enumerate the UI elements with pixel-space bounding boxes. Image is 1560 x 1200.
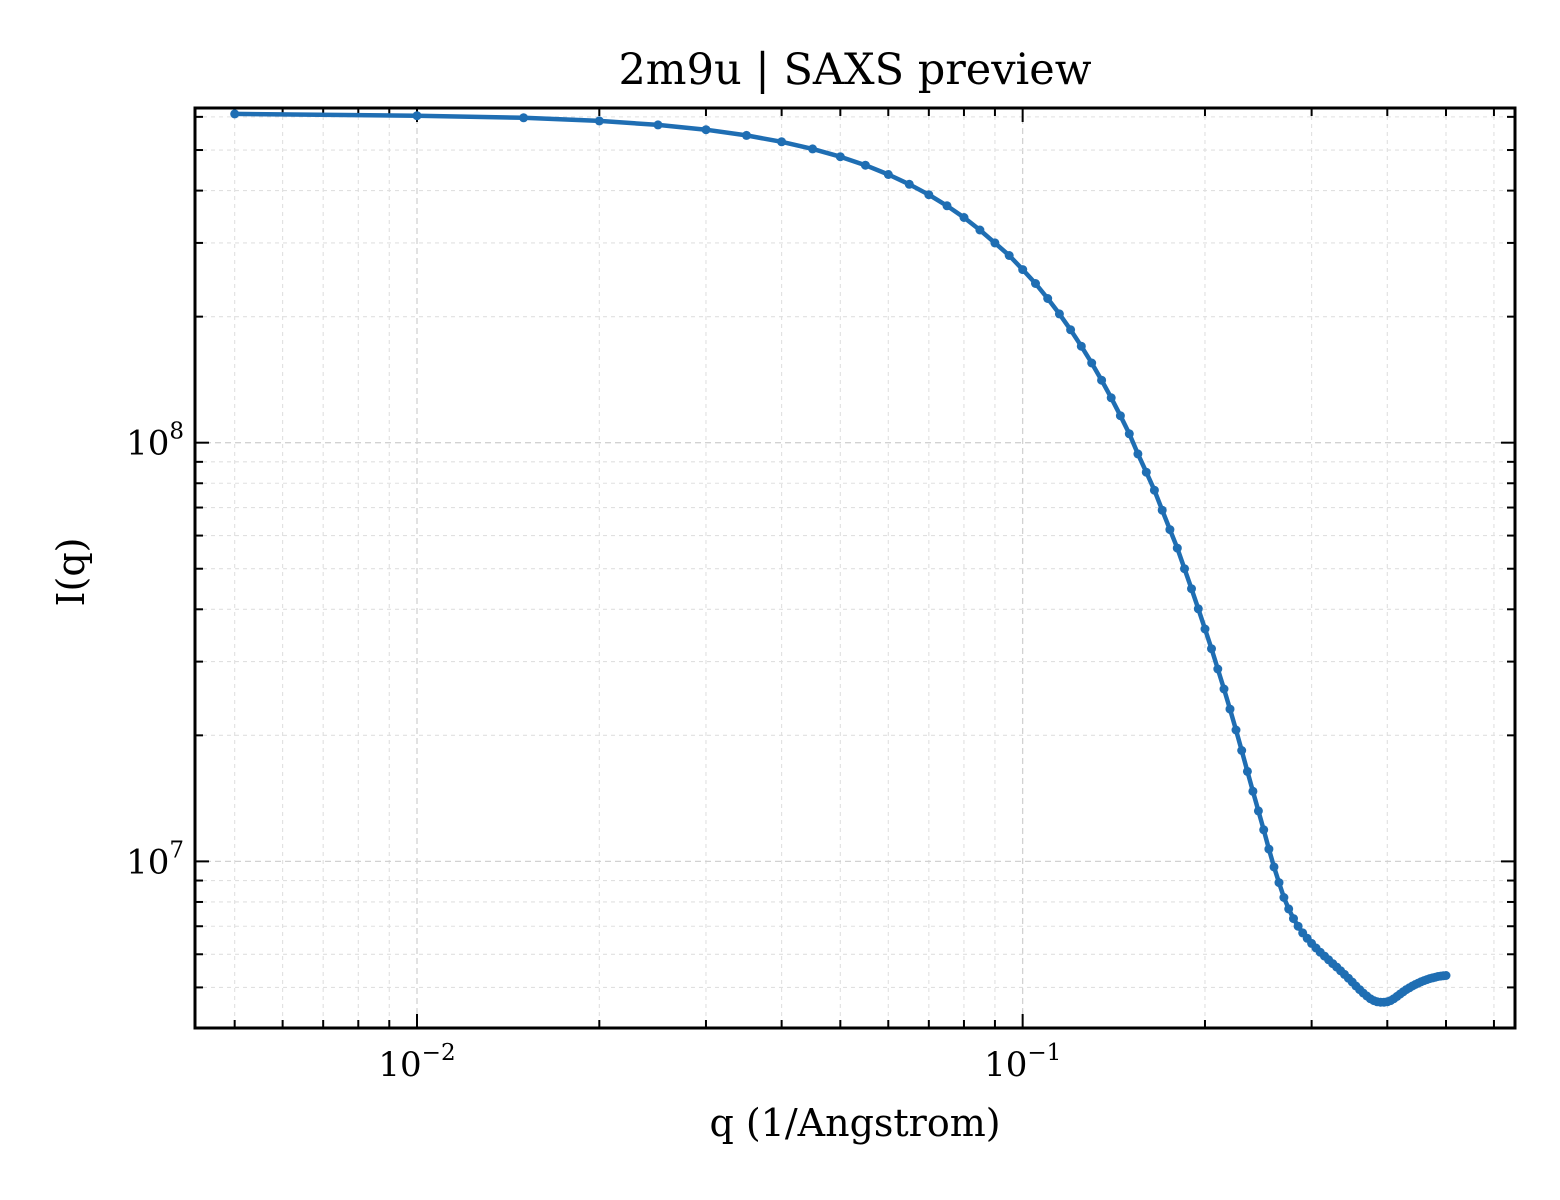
data-point (1293, 921, 1303, 931)
plot-frame (193, 106, 1517, 1030)
y-axis-label: I(q) (49, 538, 93, 607)
data-point (742, 130, 751, 140)
data-point (1231, 725, 1241, 735)
data-point (924, 190, 934, 200)
data-point (1054, 309, 1064, 319)
data-point (1242, 766, 1252, 776)
data-point (653, 120, 663, 130)
data-point (1213, 664, 1223, 674)
data-point (412, 111, 422, 121)
plot-series (230, 109, 1451, 1007)
data-point (975, 225, 985, 235)
data-point (1157, 505, 1167, 515)
data-point (1284, 904, 1294, 914)
data-point (519, 113, 529, 123)
data-point (835, 152, 845, 162)
data-point (1289, 914, 1298, 924)
data-point (1165, 525, 1175, 535)
data-point (1066, 325, 1076, 335)
y-tick-label: 108 (126, 419, 184, 464)
data-point (1124, 429, 1134, 439)
data-point (959, 213, 969, 222)
data-point (1207, 644, 1216, 654)
data-point (1097, 375, 1107, 385)
data-point (1187, 584, 1196, 594)
data-point (1200, 624, 1210, 634)
data-point (1133, 449, 1143, 459)
data-point (904, 179, 914, 189)
data-point (777, 137, 787, 147)
x-tick-label: 10−2 (378, 1040, 455, 1085)
data-point (1441, 971, 1451, 980)
x-tick-label: 10−1 (984, 1040, 1061, 1085)
chart-title: 2m9u | SAXS preview (618, 45, 1091, 95)
data-point (1225, 704, 1235, 714)
data-point (1219, 684, 1229, 694)
data-point (701, 125, 711, 135)
data-point (1248, 786, 1258, 796)
data-point (1043, 294, 1053, 303)
data-point (1237, 746, 1247, 755)
data-point (1115, 411, 1125, 421)
y-ticks: 107 108 (126, 115, 1515, 1029)
data-point (1253, 806, 1263, 816)
data-point (1172, 543, 1182, 553)
x-axis-label: q (1/Angstrom) (709, 1101, 1000, 1145)
data-point (1018, 265, 1028, 275)
data-point (1279, 893, 1289, 902)
data-point (1193, 604, 1203, 614)
y-tick-label: 107 (126, 837, 184, 882)
data-point (1087, 358, 1097, 368)
data-point (808, 144, 818, 154)
data-point (1141, 467, 1151, 477)
data-point (1004, 251, 1014, 260)
data-point (990, 238, 1000, 248)
grid-layer (195, 108, 1515, 1029)
data-point (1180, 564, 1189, 574)
data-point (1031, 279, 1040, 288)
data-point (1076, 341, 1086, 351)
data-point (1259, 825, 1269, 835)
data-point (1264, 844, 1274, 854)
data-point (1269, 862, 1279, 872)
data-point (942, 201, 952, 211)
data-point (594, 116, 604, 126)
data-point (230, 109, 240, 119)
data-point (883, 170, 893, 179)
data-point (1274, 878, 1284, 888)
data-point (860, 160, 870, 170)
data-point (1106, 393, 1116, 403)
data-point (1149, 485, 1159, 495)
